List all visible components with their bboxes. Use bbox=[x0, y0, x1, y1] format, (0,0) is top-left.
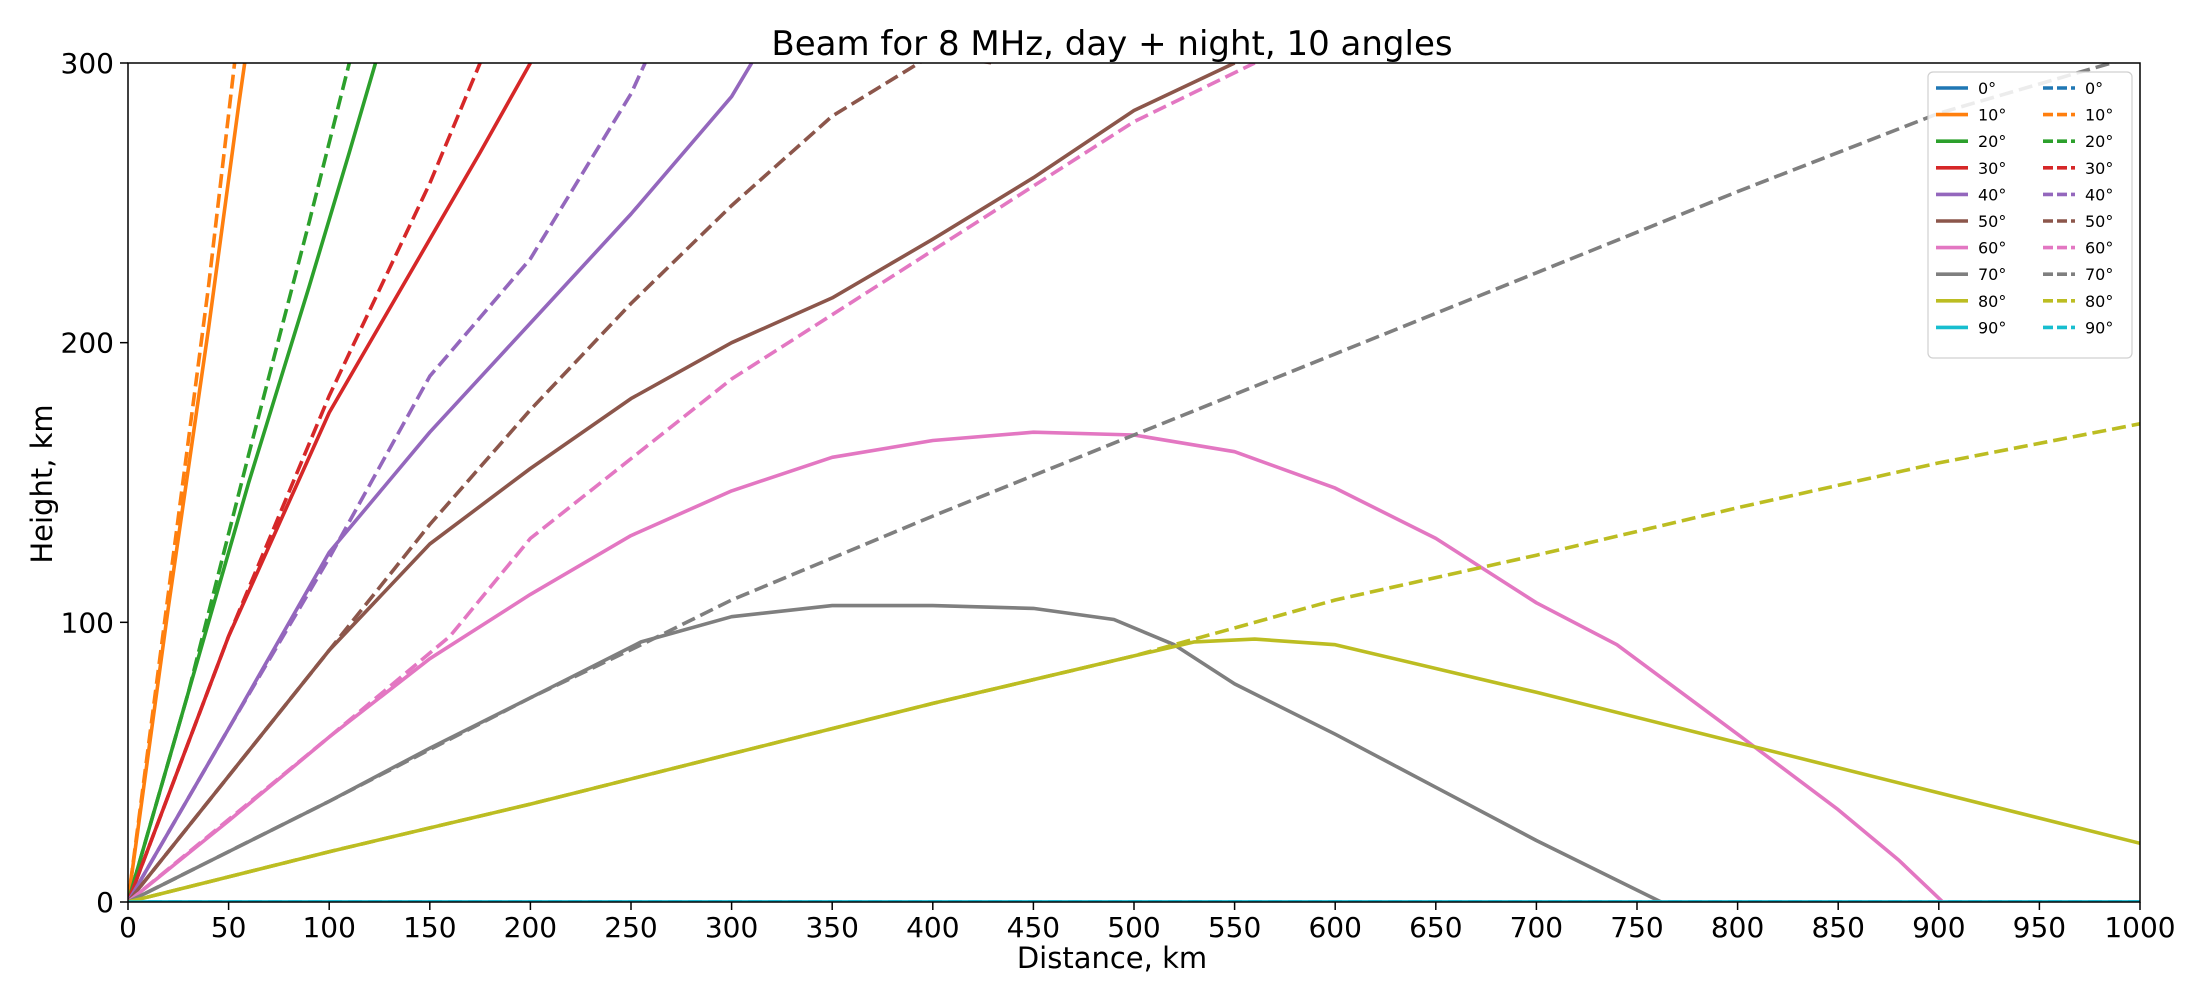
series-line-day-8 bbox=[128, 637, 2140, 902]
legend-label: 50° bbox=[2085, 212, 2113, 231]
x-tick-label: 650 bbox=[1409, 911, 1462, 944]
plot-frame bbox=[127, 62, 2141, 903]
x-tick-label: 600 bbox=[1308, 911, 1361, 944]
legend-label: 30° bbox=[2085, 159, 2113, 178]
x-tick-label: 200 bbox=[504, 911, 557, 944]
x-tick-label: 900 bbox=[1912, 911, 1965, 944]
legend-label: 40° bbox=[1978, 185, 2006, 204]
x-tick-label: 700 bbox=[1510, 911, 1563, 944]
y-tick-label: 300 bbox=[61, 47, 114, 80]
legend-label: 20° bbox=[1978, 132, 2006, 151]
legend-label: 40° bbox=[2085, 185, 2113, 204]
series-line-night-15 bbox=[128, 63, 994, 902]
legend-label: 50° bbox=[1978, 212, 2006, 231]
legend-label: 20° bbox=[2085, 132, 2113, 151]
x-tick-label: 300 bbox=[705, 911, 758, 944]
series-line-night-17 bbox=[128, 63, 2118, 902]
series-line-night-12 bbox=[128, 63, 352, 902]
legend-label: 10° bbox=[1978, 106, 2006, 125]
legend-label: 90° bbox=[1978, 318, 2006, 337]
legend-label: 60° bbox=[1978, 239, 2006, 258]
series-line-night-16 bbox=[128, 63, 1256, 902]
series-line-day-3 bbox=[128, 63, 532, 902]
series-line-night-11 bbox=[128, 63, 237, 902]
x-tick-label: 800 bbox=[1711, 911, 1764, 944]
x-tick-label: 500 bbox=[1107, 911, 1160, 944]
x-tick-label: 850 bbox=[1811, 911, 1864, 944]
legend-box bbox=[1927, 71, 2133, 359]
series-line-day-5 bbox=[128, 63, 1236, 902]
x-tick-label: 950 bbox=[2013, 911, 2066, 944]
legend-label: 90° bbox=[2085, 318, 2113, 337]
series-line-day-6 bbox=[128, 430, 1945, 902]
series-line-day-7 bbox=[128, 603, 1662, 902]
y-tick-label: 0 bbox=[96, 886, 114, 919]
series-line-night-13 bbox=[128, 63, 482, 902]
x-tick-label: 150 bbox=[403, 911, 456, 944]
y-axis: 0 100 200 300 bbox=[61, 47, 128, 919]
y-tick-label: 100 bbox=[61, 606, 114, 639]
x-tick-label: 400 bbox=[906, 911, 959, 944]
legend-label: 70° bbox=[1978, 265, 2006, 284]
x-tick-label: 100 bbox=[302, 911, 355, 944]
legend-label: 80° bbox=[1978, 292, 2006, 311]
x-tick-label: 350 bbox=[805, 911, 858, 944]
series-line-night-14 bbox=[128, 63, 647, 902]
x-tick-label: 550 bbox=[1208, 911, 1261, 944]
x-axis: 0 50 100 150 200 250 300 350 400 450 500 550 600 650 7… bbox=[119, 902, 2176, 944]
x-tick-label: 450 bbox=[1007, 911, 1060, 944]
x-tick-label: 250 bbox=[604, 911, 657, 944]
legend-label: 80° bbox=[2085, 292, 2113, 311]
chart-title: Beam for 8 MHz, day + night, 10 angles bbox=[771, 24, 1452, 64]
x-tick-label: 1000 bbox=[2104, 911, 2175, 944]
y-tick-label: 200 bbox=[61, 327, 114, 360]
x-axis-title: Distance, km bbox=[1017, 941, 1207, 975]
legend-label: 30° bbox=[1978, 159, 2006, 178]
x-tick-label: 0 bbox=[119, 911, 137, 944]
series-line-night-18 bbox=[128, 422, 2140, 902]
legend-label: 10° bbox=[2085, 106, 2113, 125]
legend-label: 70° bbox=[2085, 265, 2113, 284]
x-tick-label: 750 bbox=[1610, 911, 1663, 944]
legend: 0° 10° 20° 30° 40° 50° 60° 70° 80° 90° 0° 10° 20° 30°… bbox=[1927, 71, 2133, 359]
legend-label: 0° bbox=[1978, 79, 1996, 98]
legend-label: 0° bbox=[2085, 79, 2103, 98]
series-line-day-4 bbox=[128, 63, 754, 902]
x-tick-label: 50 bbox=[211, 911, 247, 944]
legend-label: 60° bbox=[2085, 239, 2113, 258]
series-layer bbox=[128, 63, 2140, 902]
series-line-day-1 bbox=[128, 63, 247, 902]
y-axis-title: Height, km bbox=[25, 404, 59, 563]
